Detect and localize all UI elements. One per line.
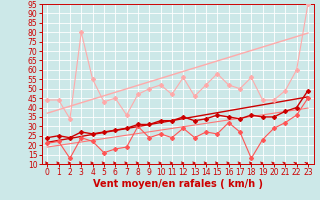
X-axis label: Vent moyen/en rafales ( km/h ): Vent moyen/en rafales ( km/h ) xyxy=(92,179,263,189)
